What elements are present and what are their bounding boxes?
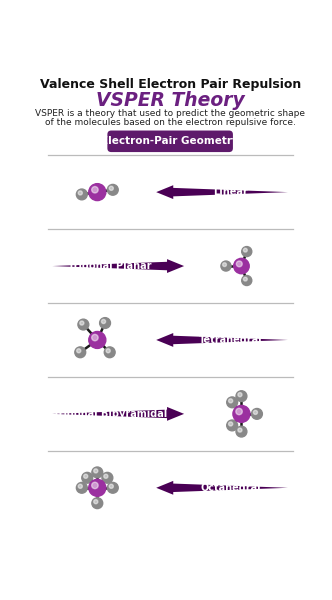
Circle shape <box>94 500 98 504</box>
Circle shape <box>106 349 110 353</box>
Circle shape <box>102 319 106 323</box>
Circle shape <box>92 467 103 478</box>
Circle shape <box>89 184 106 200</box>
Polygon shape <box>156 185 288 199</box>
Circle shape <box>78 191 82 195</box>
Circle shape <box>107 482 118 493</box>
Circle shape <box>82 472 93 483</box>
Circle shape <box>78 319 89 330</box>
Circle shape <box>234 259 249 274</box>
Text: Valence Shell Electron Pair Repulsion: Valence Shell Electron Pair Repulsion <box>40 78 301 91</box>
Text: Tetrahedral: Tetrahedral <box>199 335 262 345</box>
Circle shape <box>100 317 111 328</box>
Circle shape <box>107 184 118 195</box>
Circle shape <box>221 261 231 271</box>
Circle shape <box>76 482 87 493</box>
Polygon shape <box>52 407 184 421</box>
Text: VSPER is a theory that used to predict the geometric shape: VSPER is a theory that used to predict t… <box>35 109 305 118</box>
Circle shape <box>89 331 106 349</box>
Circle shape <box>253 410 258 415</box>
Circle shape <box>78 484 82 488</box>
Circle shape <box>102 472 113 483</box>
Text: Electron-Pair Geometry: Electron-Pair Geometry <box>101 136 239 146</box>
Polygon shape <box>156 481 288 495</box>
Circle shape <box>233 406 250 422</box>
Circle shape <box>227 420 238 431</box>
Circle shape <box>236 408 242 415</box>
Circle shape <box>236 426 247 437</box>
Circle shape <box>109 186 113 190</box>
Circle shape <box>242 247 252 257</box>
Circle shape <box>84 474 88 478</box>
Circle shape <box>94 469 98 473</box>
Circle shape <box>228 422 233 426</box>
Circle shape <box>92 334 98 341</box>
Circle shape <box>238 392 242 397</box>
Circle shape <box>76 189 87 200</box>
Circle shape <box>80 321 84 325</box>
Circle shape <box>252 409 262 419</box>
Text: Trigonal Planar: Trigonal Planar <box>68 261 151 271</box>
Circle shape <box>243 277 247 281</box>
Circle shape <box>109 484 113 488</box>
Circle shape <box>227 397 238 408</box>
Circle shape <box>77 349 81 353</box>
Circle shape <box>238 428 242 432</box>
Text: VSPER Theory: VSPER Theory <box>96 91 245 110</box>
Circle shape <box>92 498 103 509</box>
Circle shape <box>228 399 233 403</box>
Polygon shape <box>156 333 288 347</box>
Polygon shape <box>52 259 184 273</box>
Text: of the molecules based on the electron repulsive force.: of the molecules based on the electron r… <box>45 118 295 127</box>
Circle shape <box>223 263 226 266</box>
Circle shape <box>236 261 242 267</box>
Circle shape <box>92 482 98 488</box>
FancyBboxPatch shape <box>107 131 233 152</box>
Circle shape <box>242 275 252 286</box>
Circle shape <box>236 391 247 401</box>
Circle shape <box>104 347 115 358</box>
Circle shape <box>92 187 98 193</box>
Circle shape <box>243 248 247 252</box>
Circle shape <box>104 474 108 478</box>
Text: Trigonal Bipyramidal: Trigonal Bipyramidal <box>52 409 167 419</box>
Circle shape <box>89 479 106 496</box>
Circle shape <box>75 347 86 358</box>
Text: Octahedral: Octahedral <box>200 483 261 493</box>
Text: Linear: Linear <box>213 187 248 197</box>
